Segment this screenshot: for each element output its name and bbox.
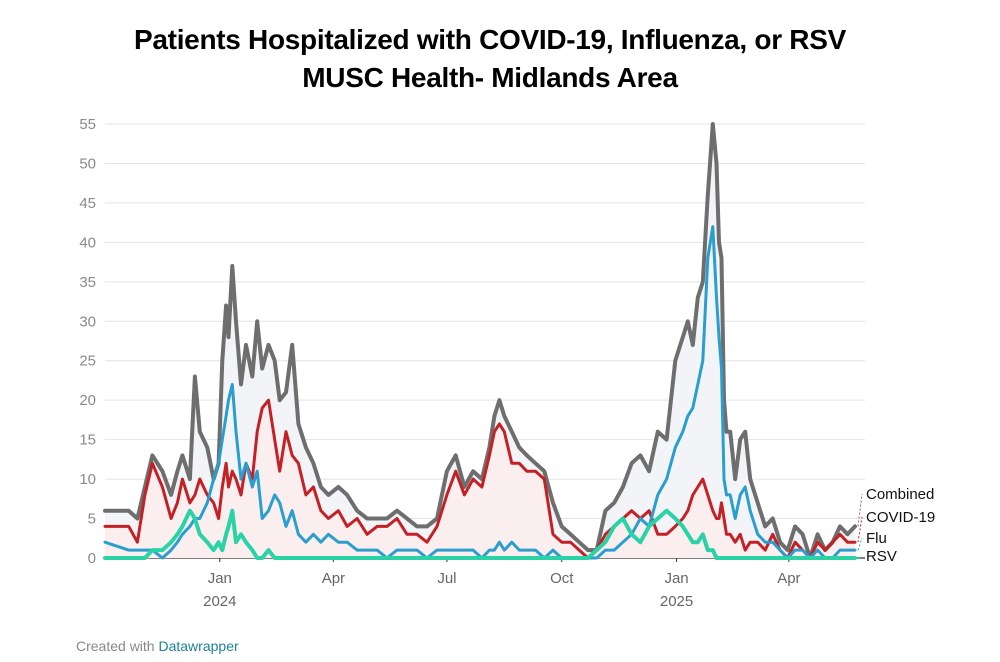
y-tick-label: 55 — [79, 116, 96, 133]
label-covid: COVID-19 — [866, 509, 935, 526]
footer-prefix: Created with — [76, 638, 155, 654]
y-tick-label: 50 — [79, 155, 96, 172]
x-tick-sublabel: 2025 — [660, 593, 693, 610]
y-tick-label: 40 — [79, 234, 96, 251]
footer-credit: Created with Datawrapper — [76, 638, 239, 654]
y-tick-label: 15 — [79, 432, 96, 449]
x-tick-sublabel: 2024 — [203, 593, 236, 610]
y-tick-label: 5 — [88, 511, 96, 528]
combined-line — [103, 122, 857, 560]
y-tick-label: 25 — [79, 353, 96, 370]
x-tick-label: Jul — [437, 570, 456, 587]
y-tick-label: 0 — [88, 550, 96, 567]
y-tick-label: 35 — [79, 274, 96, 291]
label-rsv: RSV — [866, 548, 897, 565]
chart-subtitle: MUSC Health- Midlands Area — [302, 62, 678, 93]
combined-area — [105, 124, 855, 558]
x-tick-label: Apr — [777, 570, 800, 587]
label-leader — [857, 516, 863, 543]
label-combined: Combined — [866, 486, 934, 503]
line-layer — [103, 122, 857, 560]
y-tick-label: 45 — [79, 195, 96, 212]
covid-line — [103, 398, 857, 560]
x-tick-label: Apr — [322, 570, 345, 587]
label-leader — [857, 537, 863, 551]
chart-title: Patients Hospitalized with COVID-19, Inf… — [134, 24, 846, 55]
area-layer — [105, 124, 855, 558]
x-tick-label: Jan — [208, 570, 232, 587]
datawrapper-link[interactable]: Datawrapper — [158, 638, 239, 654]
flu-line — [103, 225, 857, 560]
x-tick-label: Jan — [664, 570, 688, 587]
label-flu: Flu — [866, 530, 887, 547]
label-leader — [857, 555, 863, 559]
covid-area — [105, 400, 855, 558]
rsv-line — [103, 508, 857, 560]
label-leader — [857, 493, 863, 527]
x-tick-label: Oct — [550, 570, 574, 587]
y-tick-label: 20 — [79, 392, 96, 409]
y-tick-label: 10 — [79, 471, 96, 488]
y-tick-label: 30 — [79, 313, 96, 330]
